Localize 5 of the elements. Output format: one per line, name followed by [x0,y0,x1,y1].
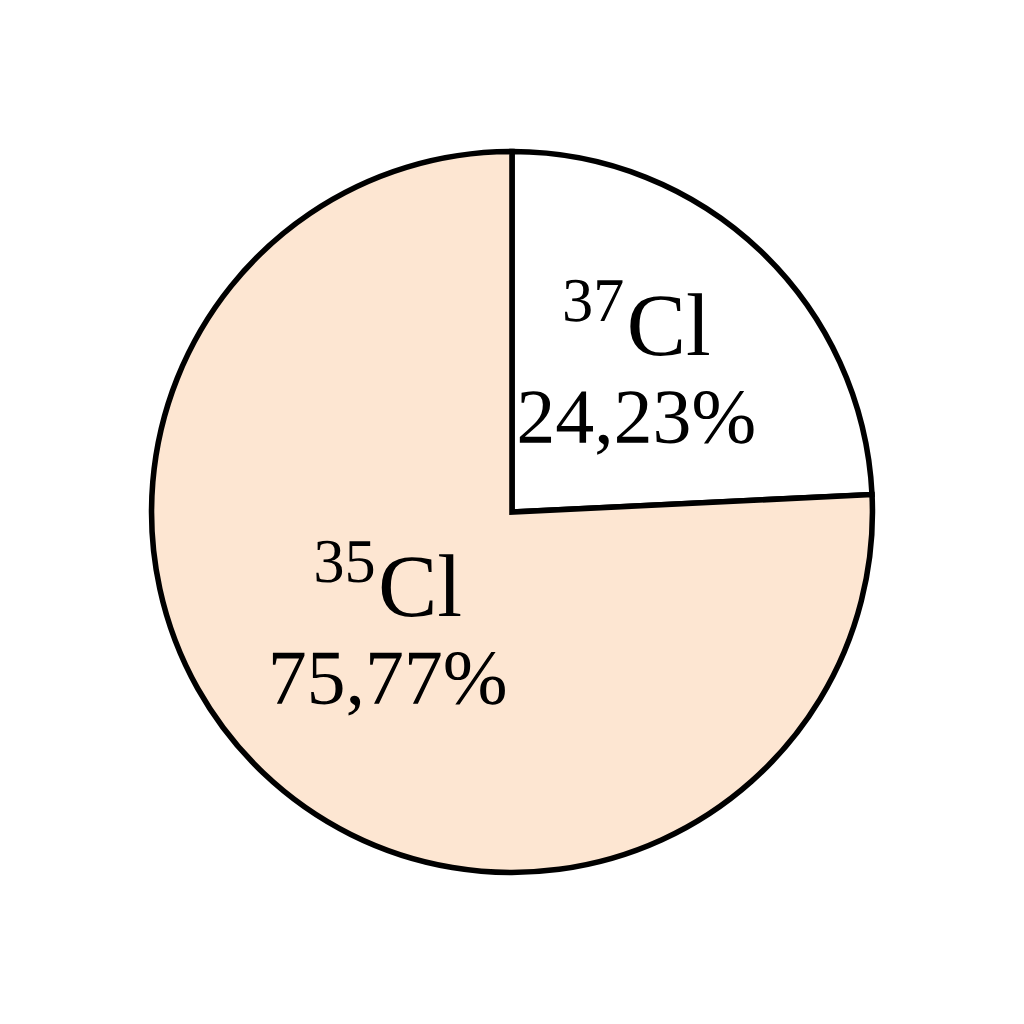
slice-label: $^{35}$Cl [316,540,461,617]
data-label: 75,77% [272,651,505,716]
data-label: 24,23% [519,390,754,455]
pie-slice [148,148,876,876]
slice-label: $^{37}$Cl [565,279,709,356]
